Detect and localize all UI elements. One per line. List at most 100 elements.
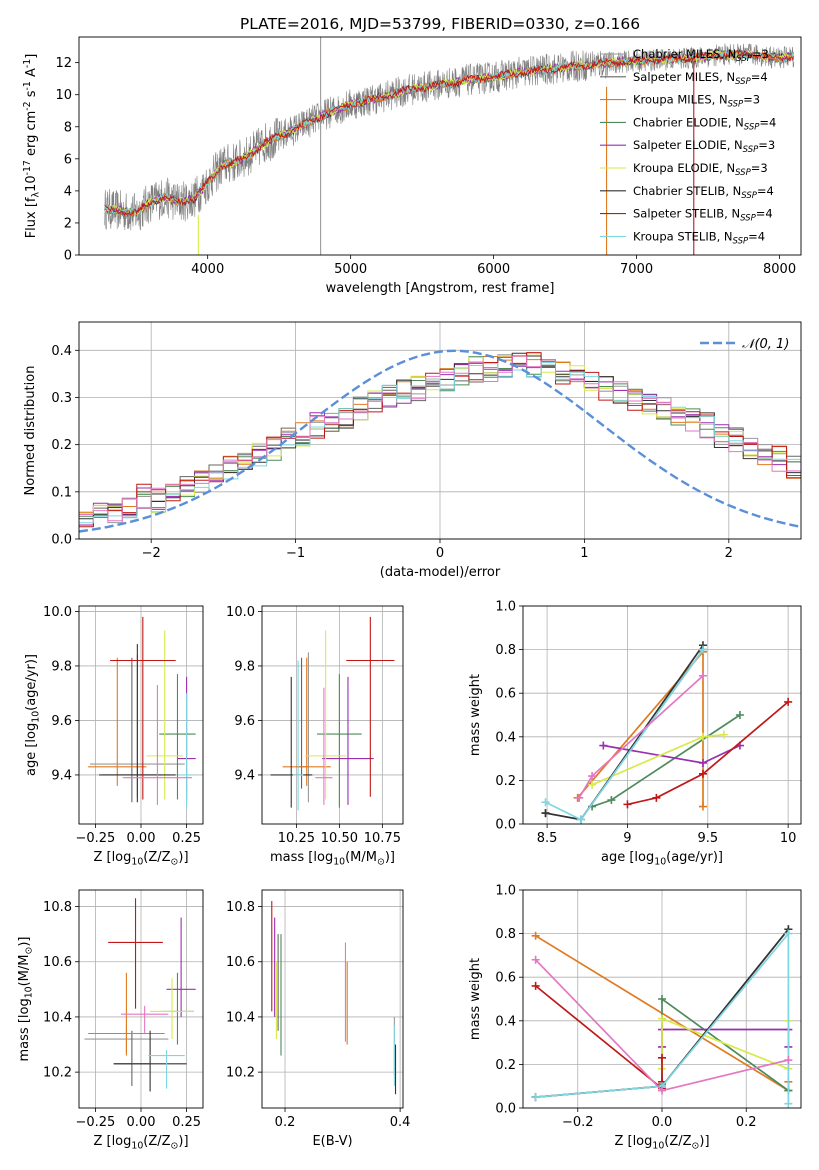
weight-marker xyxy=(784,697,793,706)
y-tick-label: 9.6 xyxy=(51,714,72,729)
axes-frame xyxy=(78,36,802,256)
y-tick-label: 10.4 xyxy=(226,1010,255,1025)
errorbar-point-s7 xyxy=(346,616,395,797)
errorbar-point-s6 xyxy=(270,676,312,808)
y-axis-label: mass weight xyxy=(468,674,483,756)
x-tick-label: 8.5 xyxy=(537,831,558,846)
weight-series-pink xyxy=(531,955,793,1095)
legend-label: Kroupa STELIB, NSSP=4 xyxy=(633,229,765,246)
y-tick-label: 10.6 xyxy=(43,955,72,970)
legend-label: Salpeter ELODIE, NSSP=3 xyxy=(633,138,775,155)
age-vs-weight-panel: 8.5 9 9.5 10 0.0 0.2 0.4 0.6 0.8 1.0 age [log10(ag… xyxy=(468,600,802,867)
x-tick-label: 10.50 xyxy=(321,831,358,846)
weight-marker xyxy=(698,645,707,654)
y-tick-label: 6 xyxy=(64,152,72,167)
x-tick-label: 0.4 xyxy=(390,1115,411,1130)
legend-label: Salpeter MILES, NSSP=4 xyxy=(633,70,768,87)
y-axis-label: mass weight xyxy=(468,958,483,1040)
plot-area xyxy=(79,349,801,533)
y-tick-label: 4 xyxy=(64,184,72,199)
x-tick-label: 5000 xyxy=(334,262,367,277)
y-tick-label: 9.8 xyxy=(234,659,255,674)
y-tick-label: 0.4 xyxy=(495,1014,516,1029)
weight-marker xyxy=(658,1014,666,1023)
x-tick-label: 1 xyxy=(580,546,588,561)
errorbar-point-s7 xyxy=(108,898,163,1009)
x-tick-label: 6000 xyxy=(477,262,510,277)
y-tick-label: 0.8 xyxy=(495,643,516,658)
errorbar-point-pink xyxy=(122,685,193,805)
errorbar-point-s4 xyxy=(322,676,374,805)
x-tick-label: 9 xyxy=(623,831,631,846)
x-tick-label: 4000 xyxy=(191,262,224,277)
y-tick-label: 0.0 xyxy=(495,818,516,833)
x-tick-label: −2 xyxy=(142,546,161,561)
weight-marker xyxy=(698,769,707,778)
legend-label: Kroupa ELODIE, NSSP=3 xyxy=(633,161,768,178)
spectrum-panel: 4000 5000 6000 7000 8000 0 2 4 6 8 10 12 wavelength … xyxy=(22,36,802,296)
errorbar-point-s8 xyxy=(292,660,304,811)
errorbar-point-pink xyxy=(315,687,333,805)
weight-marker xyxy=(531,955,540,964)
plot-area xyxy=(531,925,793,1108)
metallicity-vs-mass-panel: −0.25 0.00 0.25 10.2 10.4 10.6 10.8 Z [log10(Z/… xyxy=(17,889,204,1151)
legend-label: 𝒩(0, 1) xyxy=(742,337,789,352)
weight-marker xyxy=(698,758,707,767)
errorbar-point-s2 xyxy=(88,657,147,786)
axes-frame xyxy=(78,321,802,540)
x-tick-label: 0.25 xyxy=(172,1115,201,1130)
x-tick-label: 8000 xyxy=(763,262,796,277)
y-tick-label: 10.2 xyxy=(43,1066,72,1081)
axes-frame xyxy=(78,605,204,825)
y-tick-label: 0.6 xyxy=(495,971,516,986)
weight-marker xyxy=(531,931,540,940)
figure-title: PLATE=2016, MJD=53799, FIBERID=0330, z=0… xyxy=(240,15,640,33)
x-tick-label: 10.25 xyxy=(278,831,315,846)
errorbar-point-s6 xyxy=(113,1030,187,1092)
plot-area xyxy=(270,616,395,811)
weight-marker xyxy=(658,1053,666,1062)
legend-label: Chabrier STELIB, NSSP=4 xyxy=(633,184,774,201)
weight-marker xyxy=(698,732,707,741)
errorbar-point-s5 xyxy=(150,978,194,1040)
x-tick-label: 10 xyxy=(780,831,797,846)
weight-series-s5 xyxy=(588,730,728,789)
legend-label: Salpeter STELIB, NSSP=4 xyxy=(633,207,773,224)
y-tick-label: 0.1 xyxy=(51,485,72,500)
axes-frame xyxy=(261,605,404,825)
weight-series-s4 xyxy=(599,741,744,767)
x-tick-label: 9.5 xyxy=(697,831,718,846)
weight-marker xyxy=(541,798,550,807)
errorbar-point-s2 xyxy=(282,657,331,786)
errorbar-point-s5 xyxy=(304,630,347,800)
errorbar-point-s3 xyxy=(317,674,362,808)
weight-series-s8 xyxy=(541,645,707,824)
y-axis-label: Flux [fλ10-17 erg cm-2 s-1 A-1] xyxy=(22,54,41,239)
weight-marker xyxy=(784,1056,793,1065)
y-tick-label: 1.0 xyxy=(495,884,516,899)
x-axis-label: E(B-V) xyxy=(312,1134,352,1149)
weight-series-pink xyxy=(575,671,707,802)
errorbar-point-s4 xyxy=(166,917,196,1017)
weight-marker xyxy=(576,815,585,824)
residual-histogram-panel: −2 −1 0 1 2 0.0 0.1 0.2 0.3 0.4 (data-model)/error… xyxy=(23,321,802,580)
weight-marker xyxy=(531,1093,540,1102)
x-tick-label: 0.0 xyxy=(652,1115,673,1130)
weight-marker xyxy=(588,780,597,789)
normal-distribution-curve xyxy=(79,349,801,533)
weight-marker xyxy=(735,711,744,719)
weight-marker xyxy=(531,981,540,990)
y-tick-label: 10.4 xyxy=(43,1010,72,1025)
weight-marker xyxy=(658,1086,666,1095)
y-tick-label: 0.4 xyxy=(51,344,72,359)
weight-marker xyxy=(784,929,793,938)
y-tick-label: 2 xyxy=(64,216,72,231)
weight-marker xyxy=(599,741,608,750)
x-tick-label: −0.2 xyxy=(562,1115,594,1130)
plot-area xyxy=(271,901,397,1095)
y-tick-label: 9.4 xyxy=(51,768,72,783)
errorbar-point-s6 xyxy=(99,644,176,803)
weight-series-s8 xyxy=(531,929,793,1108)
y-tick-label: 9.8 xyxy=(51,659,72,674)
errorbar-point-s5 xyxy=(146,630,183,800)
